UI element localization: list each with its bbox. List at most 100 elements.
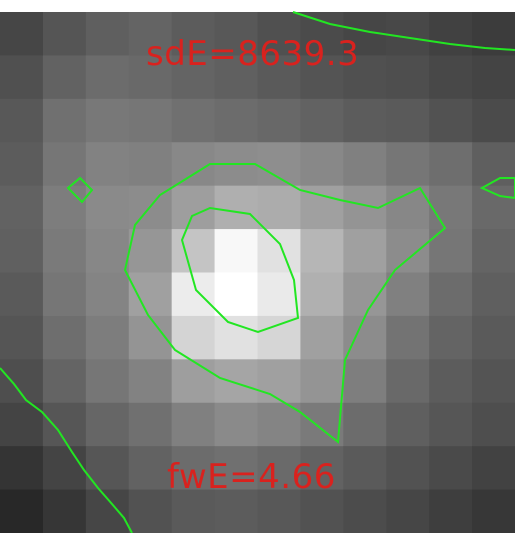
pixel-cell xyxy=(171,402,216,447)
pixel-cell xyxy=(472,55,515,100)
pixel-cell xyxy=(386,229,430,274)
pixel-cell xyxy=(214,489,259,533)
pixel-cell xyxy=(128,359,173,404)
pixel-cell xyxy=(472,402,515,447)
pixel-cell xyxy=(42,55,87,100)
pixel-cell xyxy=(171,229,216,274)
pixel-cell xyxy=(386,12,430,57)
pixel-cell xyxy=(386,55,430,100)
sd-estimate-label: sdE=8639.3 xyxy=(146,34,360,74)
pixel-cell xyxy=(214,272,259,317)
pixel-cell xyxy=(171,55,216,100)
pixel-cell xyxy=(343,229,387,274)
pixel-cell xyxy=(42,229,87,274)
pixel-cell xyxy=(472,359,515,404)
pixel-cell xyxy=(429,489,473,533)
pixel-cell xyxy=(300,185,344,230)
contour-bottom-left xyxy=(0,367,133,533)
pixel-cell xyxy=(128,55,173,100)
pixel-cell xyxy=(128,98,173,143)
pixel-cell xyxy=(85,272,130,317)
pixel-cell xyxy=(386,315,430,360)
pixel-cell xyxy=(386,272,430,317)
pixel-cell xyxy=(214,12,259,57)
pixel-cell xyxy=(257,98,302,143)
pixel-cell xyxy=(343,359,387,404)
fw-estimate-label: fwE=4.66 xyxy=(167,457,336,497)
pixel-cell xyxy=(214,446,259,491)
pixel-cell xyxy=(0,142,44,187)
pixel-cell xyxy=(300,489,344,533)
pixel-cell xyxy=(0,12,44,57)
pixel-cell xyxy=(300,55,344,100)
pixel-cell xyxy=(429,12,473,57)
pixel-cell xyxy=(343,98,387,143)
pixel-cell xyxy=(128,12,173,57)
pixel-cell xyxy=(85,489,130,533)
pixel-cell xyxy=(42,446,87,491)
pixel-cell xyxy=(257,185,302,230)
pixel-cell xyxy=(257,359,302,404)
pixel-cell xyxy=(386,446,430,491)
pixel-cell xyxy=(214,98,259,143)
pixel-cell xyxy=(128,229,173,274)
pixel-cell xyxy=(0,185,44,230)
pixel-cell xyxy=(472,229,515,274)
pixel-cell xyxy=(257,55,302,100)
pixel-cell xyxy=(300,446,344,491)
pixel-cell xyxy=(171,489,216,533)
pixel-cell xyxy=(472,489,515,533)
pixel-cell xyxy=(300,272,344,317)
pixel-cell xyxy=(429,185,473,230)
pixel-cell xyxy=(429,55,473,100)
pixel-cell xyxy=(257,489,302,533)
pixel-cell xyxy=(85,142,130,187)
pixel-cell xyxy=(42,359,87,404)
pixel-cell xyxy=(85,185,130,230)
pixel-cell xyxy=(300,359,344,404)
contour-small-diamond xyxy=(66,176,94,204)
pixel-cell xyxy=(214,185,259,230)
pixel-cell xyxy=(171,359,216,404)
pixel-cell xyxy=(386,359,430,404)
pixel-cell xyxy=(300,402,344,447)
pixel-cell xyxy=(0,272,44,317)
pixel-cell xyxy=(171,12,216,57)
pixel-cell xyxy=(128,272,173,317)
pixel-cell xyxy=(42,315,87,360)
pixel-cell xyxy=(257,446,302,491)
pixel-cell xyxy=(0,402,44,447)
contour-inner-source xyxy=(180,206,300,334)
pixel-cell xyxy=(429,98,473,143)
pixel-cell xyxy=(214,402,259,447)
pixel-cell xyxy=(85,315,130,360)
pixel-cell xyxy=(343,402,387,447)
pixel-cell xyxy=(343,55,387,100)
pixel-cell xyxy=(257,402,302,447)
contour-top-right xyxy=(292,11,515,51)
pixel-cell xyxy=(300,315,344,360)
pixel-cell xyxy=(171,98,216,143)
pixel-cell xyxy=(85,229,130,274)
pixel-cell xyxy=(343,142,387,187)
pixel-cell xyxy=(128,142,173,187)
pixel-cell xyxy=(343,315,387,360)
pixel-cell xyxy=(343,446,387,491)
pixel-cell xyxy=(257,315,302,360)
pixel-cell xyxy=(472,446,515,491)
pixel-cell xyxy=(429,272,473,317)
pixel-cell xyxy=(300,142,344,187)
pixel-cell xyxy=(128,402,173,447)
pixel-cell xyxy=(257,229,302,274)
pixel-cell xyxy=(429,142,473,187)
pixel-cell xyxy=(0,55,44,100)
contour-outer-source xyxy=(123,163,447,444)
pixel-cell xyxy=(429,402,473,447)
pixel-cell xyxy=(386,402,430,447)
pixel-cell xyxy=(0,98,44,143)
pixel-cell xyxy=(0,229,44,274)
pixel-cell xyxy=(85,98,130,143)
pixel-cell xyxy=(343,489,387,533)
